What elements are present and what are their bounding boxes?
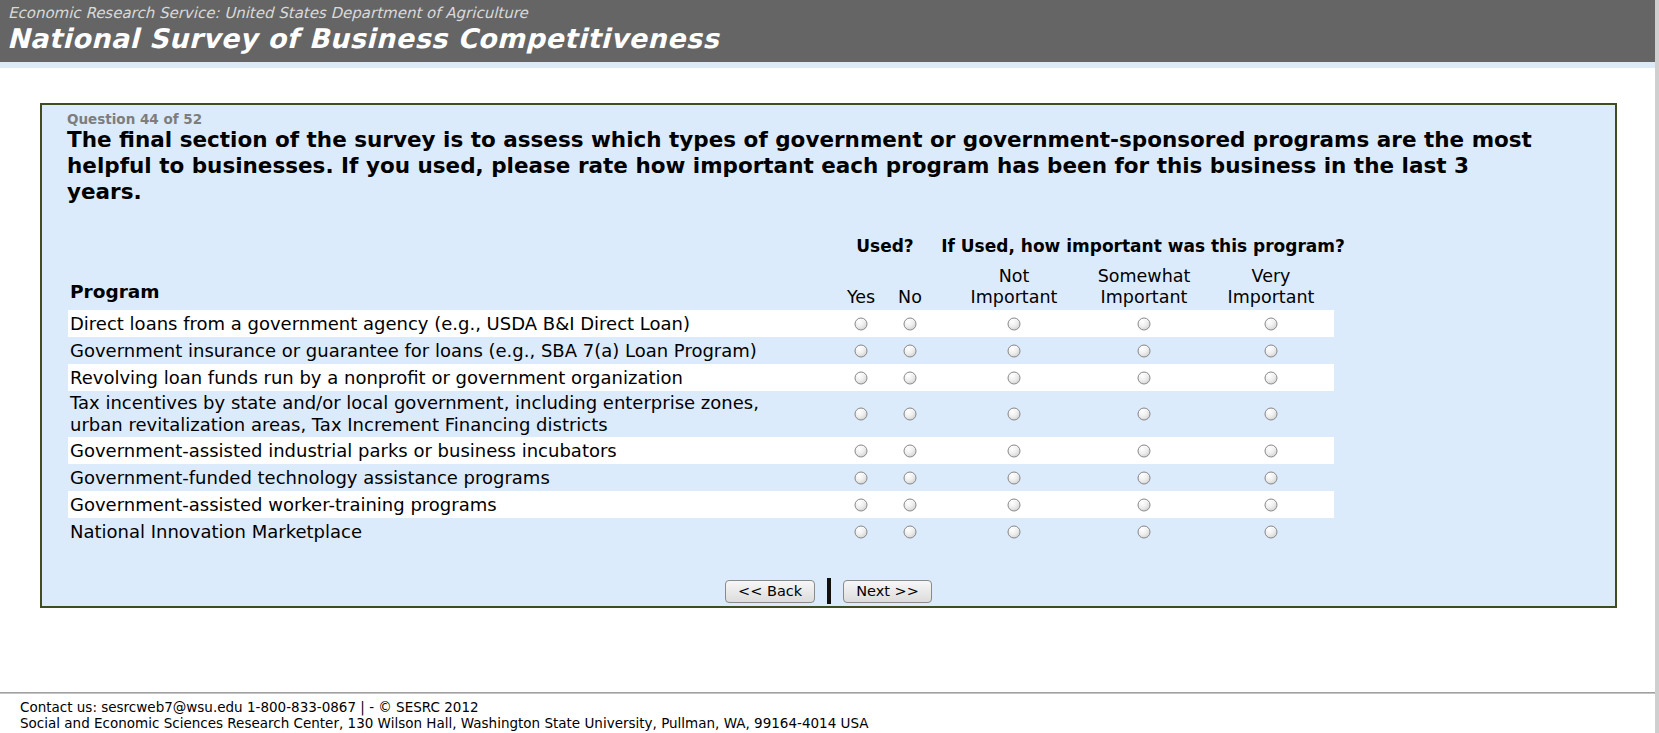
table-row: Government insurance or guarantee for lo… — [68, 337, 1334, 364]
survey-page: Economic Research Service: United States… — [0, 0, 1659, 733]
radio-used-yes[interactable] — [855, 317, 868, 330]
footer-divider — [0, 692, 1659, 694]
program-label: Government-assisted industrial parks or … — [70, 440, 617, 462]
radio-used-yes[interactable] — [855, 525, 868, 538]
header-divider — [0, 62, 1659, 68]
radio-importance-somewhat[interactable] — [1138, 408, 1151, 421]
radio-importance-very[interactable] — [1265, 408, 1278, 421]
radio-importance-not[interactable] — [1008, 344, 1021, 357]
importance-group-header: If Used, how important was this program? — [863, 236, 1423, 256]
agency-line: Economic Research Service: United States… — [8, 4, 528, 22]
radio-importance-very[interactable] — [1265, 498, 1278, 511]
radio-importance-not[interactable] — [1008, 317, 1021, 330]
question-progress: Question 44 of 52 — [67, 111, 202, 127]
top-banner: Economic Research Service: United States… — [0, 0, 1659, 62]
no-column-header: No — [890, 287, 930, 308]
radio-used-no[interactable] — [904, 408, 917, 421]
not-important-column-header: Not Important — [968, 266, 1060, 308]
radio-importance-not[interactable] — [1008, 444, 1021, 457]
radio-used-no[interactable] — [904, 444, 917, 457]
radio-used-yes[interactable] — [855, 371, 868, 384]
radio-used-no[interactable] — [904, 525, 917, 538]
radio-importance-not[interactable] — [1008, 525, 1021, 538]
radio-importance-very[interactable] — [1265, 371, 1278, 384]
table-row: Government-funded technology assistance … — [68, 464, 1334, 491]
radio-importance-somewhat[interactable] — [1138, 344, 1151, 357]
window-edge — [1655, 0, 1659, 733]
radio-importance-very[interactable] — [1265, 444, 1278, 457]
radio-importance-not[interactable] — [1008, 408, 1021, 421]
radio-used-yes[interactable] — [855, 344, 868, 357]
radio-importance-not[interactable] — [1008, 471, 1021, 484]
button-separator — [827, 578, 831, 604]
navigation-buttons: << Back Next >> — [42, 578, 1615, 604]
radio-importance-very[interactable] — [1265, 317, 1278, 330]
radio-importance-somewhat[interactable] — [1138, 471, 1151, 484]
radio-used-yes[interactable] — [855, 444, 868, 457]
radio-importance-somewhat[interactable] — [1138, 525, 1151, 538]
radio-used-yes[interactable] — [855, 471, 868, 484]
question-panel: Question 44 of 52 The final section of t… — [40, 103, 1617, 608]
table-row: Government-assisted industrial parks or … — [68, 437, 1334, 464]
radio-used-yes[interactable] — [855, 408, 868, 421]
program-table-rows: Direct loans from a government agency (e… — [68, 310, 1334, 545]
radio-importance-somewhat[interactable] — [1138, 317, 1151, 330]
back-button[interactable]: << Back — [725, 580, 815, 603]
radio-used-no[interactable] — [904, 344, 917, 357]
program-column-header: Program — [70, 281, 160, 302]
program-label: Government-funded technology assistance … — [70, 467, 550, 489]
radio-importance-somewhat[interactable] — [1138, 444, 1151, 457]
radio-importance-not[interactable] — [1008, 371, 1021, 384]
table-row: National Innovation Marketplace — [68, 518, 1334, 545]
table-row: Direct loans from a government agency (e… — [68, 310, 1334, 337]
program-label: Government-assisted worker-training prog… — [70, 494, 497, 516]
radio-importance-somewhat[interactable] — [1138, 498, 1151, 511]
radio-used-no[interactable] — [904, 498, 917, 511]
table-row: Tax incentives by state and/or local gov… — [68, 391, 1334, 437]
program-label: Government insurance or guarantee for lo… — [70, 340, 757, 362]
somewhat-important-column-header: Somewhat Important — [1094, 266, 1194, 308]
yes-column-header: Yes — [841, 287, 881, 308]
survey-title: National Survey of Business Competitiven… — [7, 23, 719, 54]
very-important-column-header: Very Important — [1225, 266, 1317, 308]
radio-importance-very[interactable] — [1265, 525, 1278, 538]
program-label: Tax incentives by state and/or local gov… — [70, 392, 790, 436]
table-row: Revolving loan funds run by a nonprofit … — [68, 364, 1334, 391]
next-button[interactable]: Next >> — [843, 580, 932, 603]
program-label: Direct loans from a government agency (e… — [70, 313, 690, 335]
question-text: The final section of the survey is to as… — [67, 127, 1545, 205]
radio-importance-very[interactable] — [1265, 344, 1278, 357]
footer-contact-line: Contact us: sesrcweb7@wsu.edu 1-800-833-… — [20, 699, 479, 715]
radio-importance-not[interactable] — [1008, 498, 1021, 511]
radio-used-yes[interactable] — [855, 498, 868, 511]
radio-importance-somewhat[interactable] — [1138, 371, 1151, 384]
table-row: Government-assisted worker-training prog… — [68, 491, 1334, 518]
radio-used-no[interactable] — [904, 317, 917, 330]
table-header: Used? If Used, how important was this pr… — [68, 234, 1334, 310]
radio-importance-very[interactable] — [1265, 471, 1278, 484]
radio-used-no[interactable] — [904, 471, 917, 484]
radio-used-no[interactable] — [904, 371, 917, 384]
program-label: National Innovation Marketplace — [70, 521, 362, 543]
program-label: Revolving loan funds run by a nonprofit … — [70, 367, 683, 389]
footer-address-line: Social and Economic Sciences Research Ce… — [20, 715, 868, 731]
